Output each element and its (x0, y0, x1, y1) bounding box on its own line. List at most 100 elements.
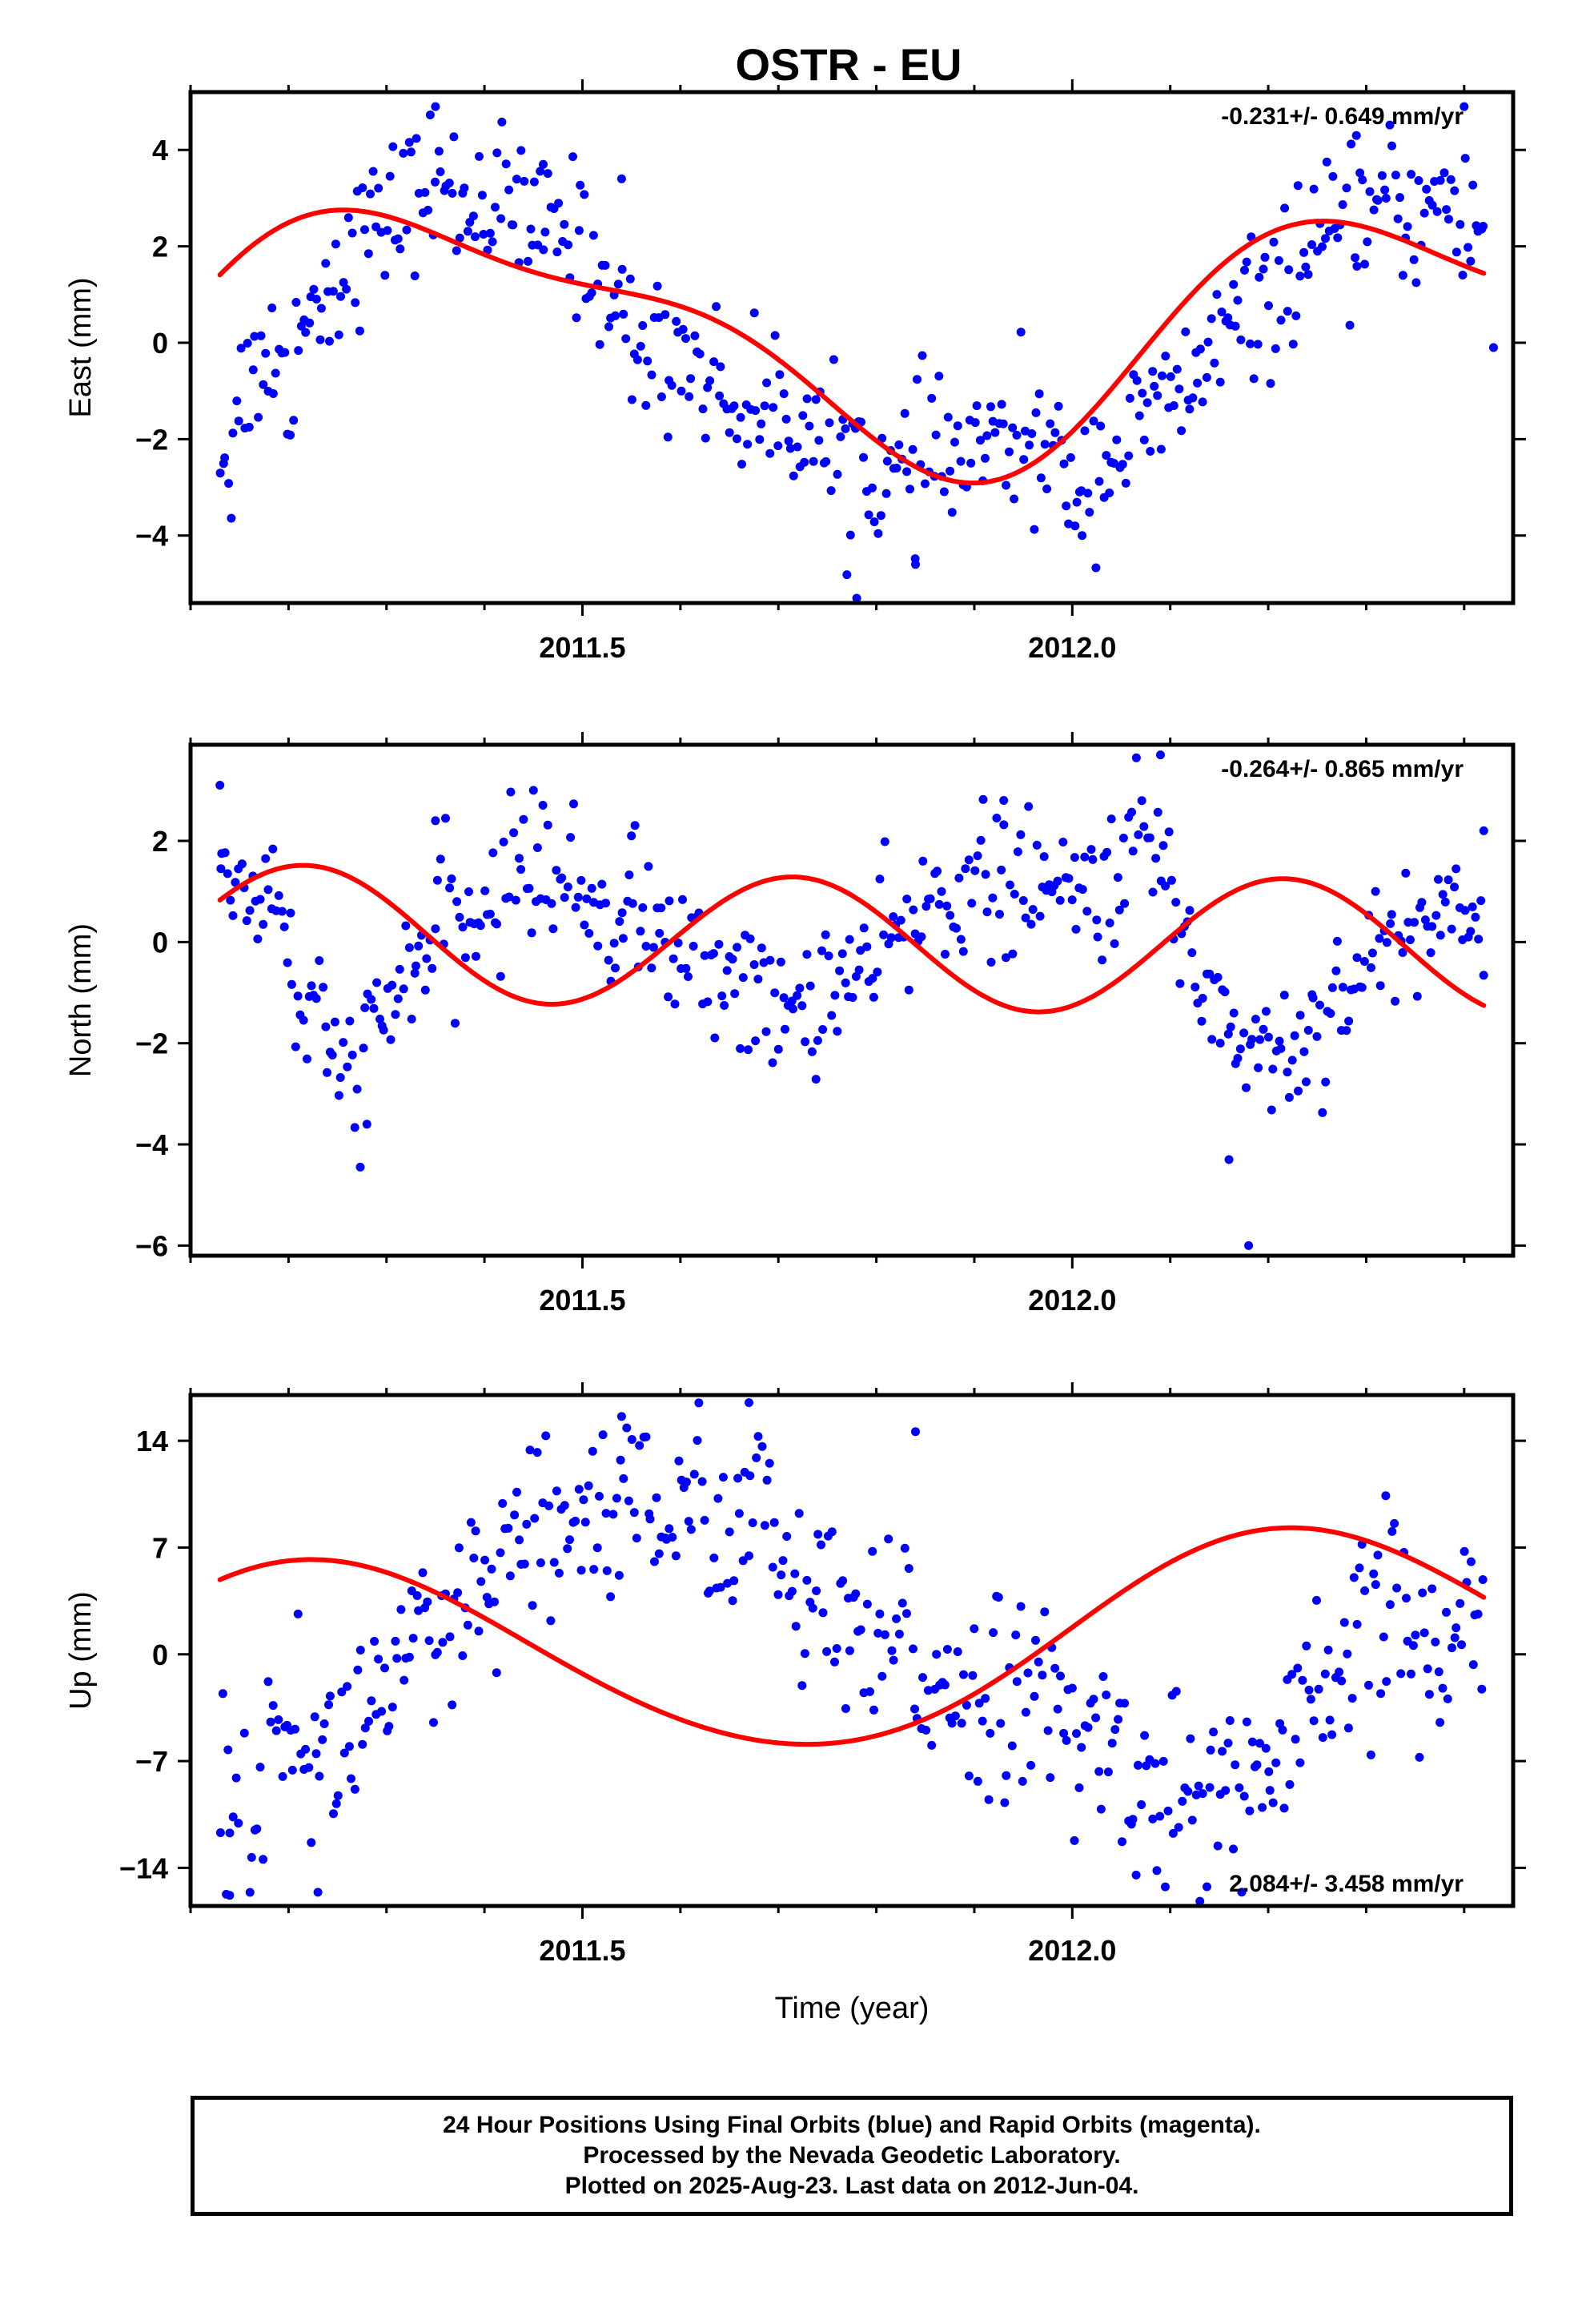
north-point (964, 855, 974, 865)
east-point (619, 309, 628, 319)
north-point (1071, 924, 1081, 934)
north-point (1021, 913, 1030, 923)
north-point (242, 916, 251, 926)
east-point (770, 331, 780, 340)
north-point (286, 908, 295, 918)
east-point (1351, 131, 1361, 140)
east-model-curve (217, 207, 1487, 486)
north-point (1185, 906, 1195, 915)
north-point (1058, 838, 1068, 846)
north-point (1026, 919, 1036, 929)
up-point (716, 1582, 725, 1592)
north-point (274, 891, 283, 900)
up-point (921, 1726, 931, 1735)
up-point (1072, 1729, 1081, 1739)
up-point (1371, 1580, 1380, 1590)
east-point (943, 412, 953, 422)
north-y-tick-label: −6 (135, 1229, 168, 1262)
north-point (552, 866, 561, 875)
north-point (451, 1019, 460, 1028)
north-point (961, 864, 970, 874)
east-point (1096, 421, 1106, 431)
east-point (873, 529, 883, 538)
east-point (836, 432, 845, 441)
up-point (984, 1795, 994, 1804)
up-point (580, 1518, 590, 1527)
north-point (563, 883, 572, 891)
north-panel: 2011.5 2012.0 −6 −4 −2 0 2 North (mm) -0.264+/- … (64, 732, 1526, 1317)
north-point (1426, 948, 1435, 958)
east-point (374, 183, 383, 193)
up-point (892, 1614, 901, 1623)
east-point (685, 392, 694, 401)
up-point (1369, 1569, 1379, 1578)
up-point (632, 1534, 641, 1543)
up-point (1038, 1671, 1047, 1680)
up-point (239, 1728, 249, 1738)
up-point (522, 1519, 532, 1529)
north-point (673, 939, 683, 947)
north-point (1105, 919, 1114, 927)
up-point (768, 1562, 777, 1572)
up-point (1438, 1683, 1447, 1693)
east-point (789, 471, 798, 480)
up-point (994, 1593, 1003, 1602)
up-point (355, 1646, 365, 1655)
up-point (652, 1493, 661, 1502)
east-point (483, 245, 492, 255)
east-point (1139, 435, 1149, 444)
up-point (245, 1888, 255, 1897)
north-point (283, 958, 292, 967)
up-point (1285, 1779, 1295, 1789)
east-point (946, 466, 955, 476)
north-point (499, 837, 508, 846)
east-point (1080, 426, 1090, 436)
up-point (923, 1686, 933, 1695)
north-point (496, 971, 505, 981)
north-point (854, 965, 864, 975)
north-point (745, 934, 755, 943)
up-point (1030, 1691, 1039, 1701)
up-point (1120, 1699, 1130, 1708)
up-point (552, 1486, 561, 1496)
up-point (592, 1543, 602, 1553)
up-point (989, 1628, 998, 1638)
up-point (396, 1605, 406, 1614)
north-point (827, 1011, 837, 1020)
east-point (600, 260, 610, 270)
north-point (277, 907, 287, 916)
east-y-tick-label: 0 (152, 327, 168, 360)
east-point (829, 355, 838, 364)
east-point (393, 234, 403, 243)
north-point (1359, 957, 1369, 966)
east-point (743, 440, 753, 449)
north-point (1102, 847, 1112, 857)
north-point (880, 837, 889, 846)
east-point (1025, 440, 1034, 450)
north-point (480, 886, 490, 895)
east-point (1002, 480, 1011, 490)
up-point (894, 1630, 904, 1638)
east-point (1030, 525, 1039, 534)
east-point (460, 183, 469, 193)
up-point (822, 1647, 832, 1656)
east-point (224, 479, 234, 489)
up-point (1415, 1752, 1424, 1762)
up-point (880, 1630, 889, 1639)
up-point (412, 1591, 422, 1600)
north-point (347, 1050, 357, 1059)
up-panel: 2011.5 2012.0 −14 −7 0 7 14 Up (mm) Time (year) 2… (64, 1382, 1526, 2025)
east-point (698, 404, 708, 414)
up-point (996, 1719, 1006, 1728)
up-point (228, 1812, 238, 1822)
east-point (477, 191, 487, 200)
east-point (805, 421, 814, 431)
north-point (841, 978, 850, 987)
east-point (220, 453, 230, 463)
north-point (909, 905, 918, 915)
up-point (1163, 1806, 1173, 1815)
east-point (434, 147, 444, 156)
up-point (986, 1728, 995, 1738)
north-point (407, 1015, 416, 1023)
north-point (226, 895, 235, 905)
